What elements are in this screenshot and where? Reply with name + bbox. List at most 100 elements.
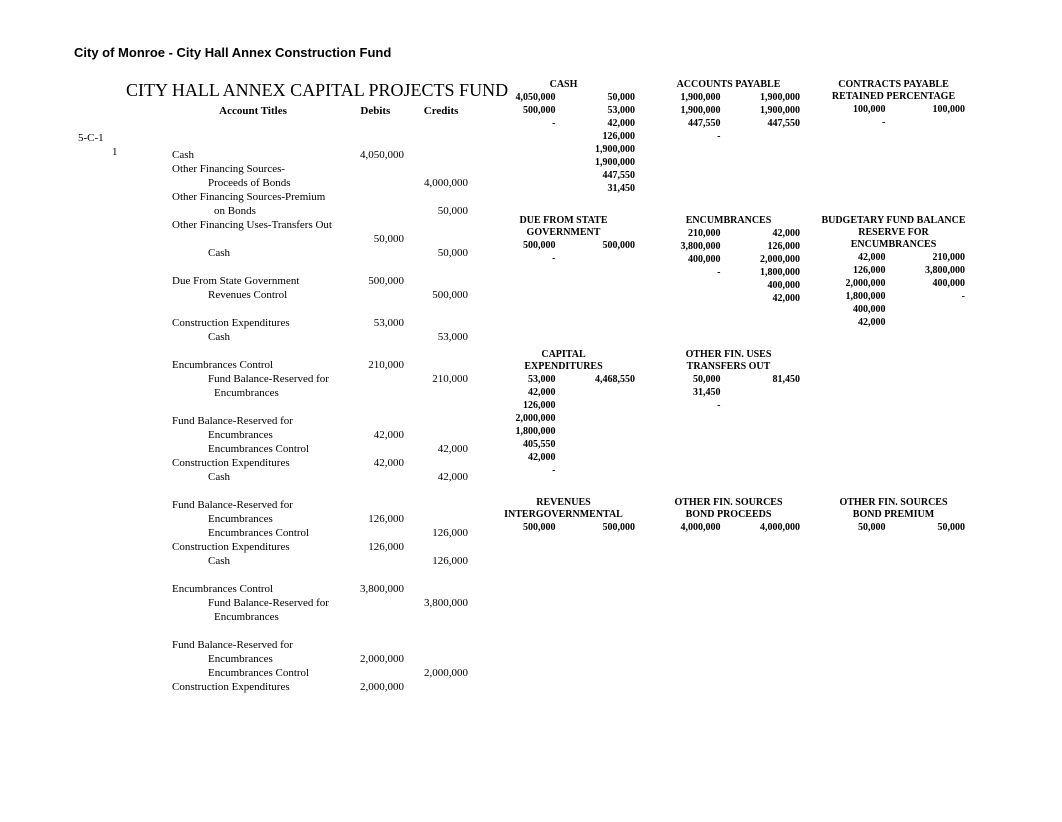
journal-row: Construction Expenditures53,000 xyxy=(74,316,474,330)
journal-debit: 126,000 xyxy=(340,512,404,526)
t-account: CONTRACTS PAYABLERETAINED PERCENTAGE100,… xyxy=(816,79,971,195)
journal-debit xyxy=(340,470,404,484)
journal-row: on Bonds50,000 xyxy=(74,204,474,218)
t-account-value: 31,450 xyxy=(564,182,636,195)
journal-row: Cash42,000 xyxy=(74,470,474,484)
t-account-value: 210,000 xyxy=(651,227,721,240)
t-account-value: 400,000 xyxy=(729,279,801,292)
t-account-value: 500,000 xyxy=(486,239,556,252)
t-account-value: 1,800,000 xyxy=(729,266,801,279)
t-account-debit-side: 500,000- xyxy=(486,239,564,265)
journal-header-titles: Account Titles xyxy=(164,105,343,117)
t-account-value: 1,800,000 xyxy=(816,290,886,303)
journal-row: Encumbrances2,000,000 xyxy=(74,652,474,666)
journal-row: Cash50,000 xyxy=(74,246,474,260)
journal-debit xyxy=(340,386,404,400)
t-account-value: - xyxy=(486,117,556,130)
t-account-value: 400,000 xyxy=(894,277,966,290)
journal-debit xyxy=(340,204,404,218)
page-subtitle: City of Monroe - City Hall Annex Constru… xyxy=(74,45,1062,60)
journal-title: Encumbrances Control xyxy=(172,358,340,372)
t-account-value: 126,000 xyxy=(816,264,886,277)
journal-credit xyxy=(404,358,468,372)
journal-title: Other Financing Sources-Premium xyxy=(172,190,340,204)
t-account-title: CAPITALEXPENDITURES xyxy=(486,349,641,373)
journal-row: Construction Expenditures2,000,000 xyxy=(74,680,474,694)
journal-title: Cash xyxy=(172,148,340,162)
journal-row: Due From State Government500,000 xyxy=(74,274,474,288)
t-account-credit-side: 50,00053,00042,000126,0001,900,0001,900,… xyxy=(564,91,642,195)
journal-row: Proceeds of Bonds4,000,000 xyxy=(74,176,474,190)
t-account-value: 1,900,000 xyxy=(564,143,636,156)
t-account-title: OTHER FIN. USESTRANSFERS OUT xyxy=(651,349,806,373)
journal-credit xyxy=(404,540,468,554)
t-account-value: 500,000 xyxy=(486,104,556,117)
t-account-value: 50,000 xyxy=(894,521,966,534)
t-account-debit-side: 50,00031,450- xyxy=(651,373,729,412)
journal-debit: 500,000 xyxy=(340,274,404,288)
journal-debit xyxy=(340,596,404,610)
t-account-value: 1,900,000 xyxy=(651,91,721,104)
journal-credit: 53,000 xyxy=(404,330,468,344)
t-account-value: 447,550 xyxy=(651,117,721,130)
journal-title: Construction Expenditures xyxy=(172,540,340,554)
t-account-debit-side: 4,000,000 xyxy=(651,521,729,534)
journal-credit: 126,000 xyxy=(404,526,468,540)
t-account-value: 126,000 xyxy=(729,240,801,253)
t-account-value: 42,000 xyxy=(816,316,886,329)
journal-credit: 126,000 xyxy=(404,554,468,568)
journal-credit: 50,000 xyxy=(404,246,468,260)
journal-row: Fund Balance-Reserved for xyxy=(74,414,474,428)
t-account-value: 50,000 xyxy=(651,373,721,386)
journal-row: Fund Balance-Reserved for xyxy=(74,498,474,512)
t-account-value: - xyxy=(651,399,721,412)
t-account: OTHER FIN. SOURCESBOND PREMIUM50,00050,0… xyxy=(816,497,971,534)
t-account-value: 31,450 xyxy=(651,386,721,399)
t-account-title: ACCOUNTS PAYABLE xyxy=(651,79,806,91)
t-account-debit-side: 53,00042,000126,0002,000,0001,800,000405… xyxy=(486,373,564,477)
t-account-credit-side: 500,000 xyxy=(564,239,642,265)
journal-debit xyxy=(340,414,404,428)
t-account-value: 405,550 xyxy=(486,438,556,451)
journal-row: Cash53,000 xyxy=(74,330,474,344)
journal-title: Cash xyxy=(172,554,340,568)
t-account-value: 50,000 xyxy=(564,91,636,104)
journal-credit: 42,000 xyxy=(404,442,468,456)
t-account: ENCUMBRANCES210,0003,800,000400,000-42,0… xyxy=(651,215,806,329)
t-account-value: - xyxy=(486,252,556,265)
journal-row: 50,000 xyxy=(74,232,474,246)
t-account-value: 400,000 xyxy=(651,253,721,266)
t-account-value: 4,000,000 xyxy=(651,521,721,534)
journal-credit xyxy=(404,428,468,442)
journal-row: Encumbrances xyxy=(74,386,474,400)
t-account-value: 4,050,000 xyxy=(486,91,556,104)
journal: Account Titles Debits Credits 5-C-1 1 Ca… xyxy=(74,105,474,694)
t-account-row: REVENUESINTERGOVERNMENTAL500,000500,000O… xyxy=(486,497,986,554)
journal-title: Encumbrances xyxy=(172,512,340,526)
journal-title: Construction Expenditures xyxy=(172,680,340,694)
journal-title: Fund Balance-Reserved for xyxy=(172,498,340,512)
t-accounts: CASH4,050,000500,000-50,00053,00042,0001… xyxy=(486,79,986,554)
journal-row: Other Financing Uses-Transfers Out xyxy=(74,218,474,232)
t-account-value: 210,000 xyxy=(894,251,966,264)
journal-credit: 3,800,000 xyxy=(404,596,468,610)
t-account: CAPITALEXPENDITURES53,00042,000126,0002,… xyxy=(486,349,641,477)
journal-title: Due From State Government xyxy=(172,274,340,288)
journal-debit xyxy=(340,218,404,232)
t-account-value: 500,000 xyxy=(564,239,636,252)
t-account-title: DUE FROM STATEGOVERNMENT xyxy=(486,215,641,239)
t-account-value: 447,550 xyxy=(729,117,801,130)
t-account-credit-side: 1,900,0001,900,000447,550 xyxy=(729,91,807,143)
t-account-credit-side: 4,468,550 xyxy=(564,373,642,477)
t-account-value: 1,900,000 xyxy=(729,91,801,104)
journal-body: Cash4,050,000Other Financing Sources-Pro… xyxy=(74,148,474,694)
journal-credit xyxy=(404,498,468,512)
t-account: OTHER FIN. SOURCESBOND PROCEEDS4,000,000… xyxy=(651,497,806,534)
journal-row: Other Financing Sources- xyxy=(74,162,474,176)
t-account-title: CONTRACTS PAYABLERETAINED PERCENTAGE xyxy=(816,79,971,103)
t-account-value: 500,000 xyxy=(564,521,636,534)
t-account-value: 53,000 xyxy=(564,104,636,117)
t-account-value: 42,000 xyxy=(486,451,556,464)
t-account-value: 4,000,000 xyxy=(729,521,801,534)
journal-credit xyxy=(404,610,468,624)
